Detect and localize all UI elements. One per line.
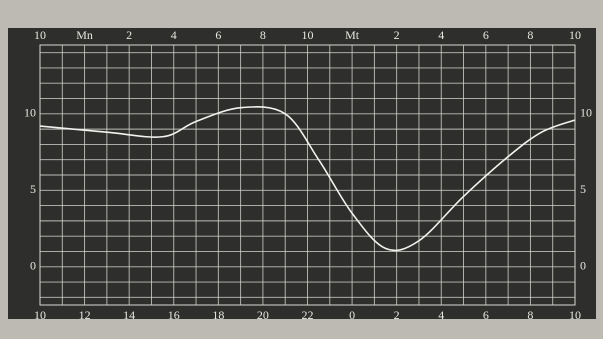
x-tick-label: 8 xyxy=(527,308,533,322)
x-tick-label: 4 xyxy=(438,308,444,322)
x-top-tick-label: 10 xyxy=(302,28,314,42)
x-top-tick-label: 8 xyxy=(260,28,266,42)
y-tick-label: 5 xyxy=(30,182,36,196)
x-top-tick-label: 8 xyxy=(527,28,533,42)
x-tick-label: 14 xyxy=(123,308,135,322)
x-top-tick-label: Mt xyxy=(345,28,360,42)
x-tick-label: 0 xyxy=(349,308,355,322)
x-tick-label: 22 xyxy=(302,308,314,322)
y2-tick-label: 5 xyxy=(580,182,586,196)
x-tick-label: 6 xyxy=(483,308,489,322)
y-tick-label: 10 xyxy=(24,106,36,120)
x-top-tick-label: 4 xyxy=(171,28,177,42)
x-top-tick-label: 6 xyxy=(483,28,489,42)
x-top-tick-label: 10 xyxy=(569,28,581,42)
x-tick-label: 10 xyxy=(34,308,46,322)
x-tick-label: 10 xyxy=(569,308,581,322)
x-tick-label: 20 xyxy=(257,308,269,322)
chart-panel xyxy=(8,28,596,319)
x-top-tick-label: 10 xyxy=(34,28,46,42)
x-top-tick-label: 6 xyxy=(215,28,221,42)
x-top-tick-label: 2 xyxy=(394,28,400,42)
x-top-tick-label: 4 xyxy=(438,28,444,42)
y2-tick-label: 0 xyxy=(580,259,586,273)
x-tick-label: 18 xyxy=(212,308,224,322)
x-tick-label: 12 xyxy=(79,308,91,322)
x-top-tick-label: Mn xyxy=(76,28,93,42)
y-tick-label: 0 xyxy=(30,259,36,273)
plot-frame xyxy=(39,44,576,306)
x-tick-label: 2 xyxy=(394,308,400,322)
x-top-tick-label: 2 xyxy=(126,28,132,42)
data-line xyxy=(39,105,576,252)
x-tick-label: 16 xyxy=(168,308,180,322)
y2-tick-label: 10 xyxy=(580,106,592,120)
